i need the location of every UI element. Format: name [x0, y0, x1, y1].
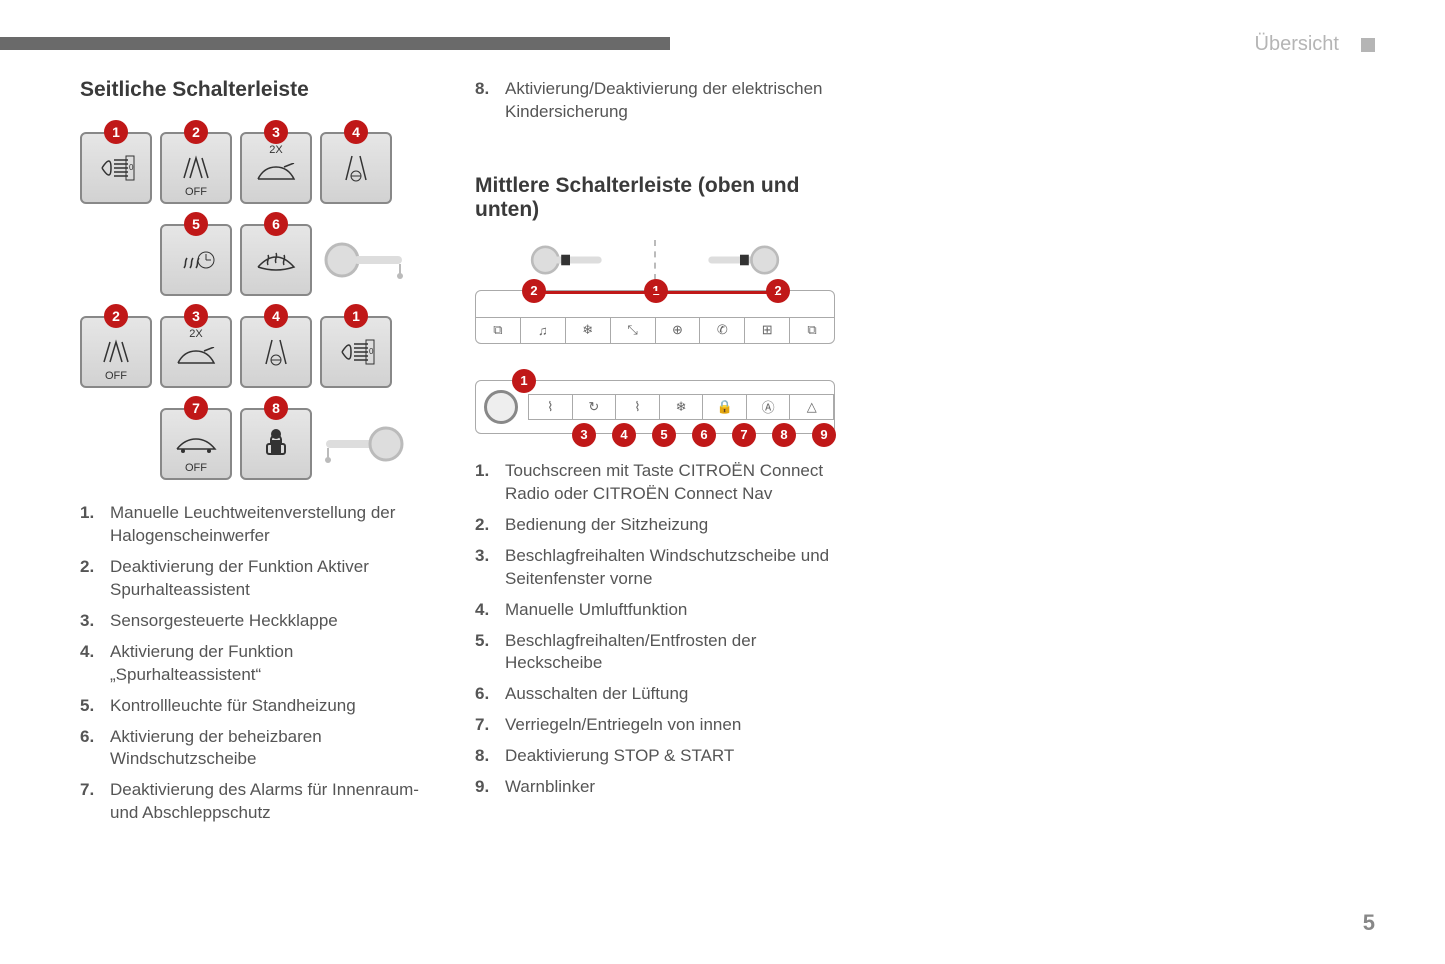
switch-alarm-off: 7 OFF	[160, 408, 232, 480]
left-title: Seitliche Schalterleiste	[80, 78, 450, 102]
bot-cell: △	[790, 395, 833, 419]
bot-cell: ↻	[573, 395, 617, 419]
switch-headlamp-mirror: 1 0	[320, 316, 392, 388]
switch-lane-assist-off-mirror: 2 OFF	[80, 316, 152, 388]
touch-cell: ❄	[566, 318, 611, 343]
list-item: 5.Beschlagfreihalten/Entfrosten der Heck…	[475, 630, 845, 676]
touch-cell: ⊞	[745, 318, 790, 343]
badge: 1	[512, 369, 536, 393]
touch-cell: ⧉	[476, 318, 521, 343]
lower-control-bar: 1 ⌇ ↻ ⌇ ❄ 🔒 Ⓐ △ 3 4 5 6 7 8 9	[475, 380, 835, 434]
badge: 3	[184, 304, 208, 328]
badge: 8	[264, 396, 288, 420]
touch-cell: ⧉	[790, 318, 834, 343]
badge: 4	[344, 120, 368, 144]
bot-cell: Ⓐ	[747, 395, 791, 419]
switch-tailgate-mirror: 3 2X	[160, 316, 232, 388]
list-item: 2.Deaktivierung der Funktion Aktiver Spu…	[80, 556, 450, 602]
badge: 5	[184, 212, 208, 236]
switch-child-lock: 8	[240, 408, 312, 480]
badge: 4	[264, 304, 288, 328]
list-item: 4.Manuelle Umluftfunktion	[475, 599, 845, 622]
list-item: 6.Aktivierung der beheizbaren Windschutz…	[80, 726, 450, 772]
list-item: 1.Manuelle Leuchtweitenverstellung der H…	[80, 502, 450, 548]
page-number: 5	[1363, 910, 1375, 936]
steering-right-icon	[696, 240, 784, 280]
right-cont-list: 8.Aktivierung/Deaktivierung der elektris…	[475, 78, 845, 124]
switch-lane-assist-off: 2 OFF	[160, 132, 232, 204]
list-item: 6.Ausschalten der Lüftung	[475, 683, 845, 706]
badge: 6	[692, 423, 716, 447]
list-item: 1.Touchscreen mit Taste CITROËN Connect …	[475, 460, 845, 506]
steering-wheel-right-icon	[320, 424, 408, 464]
touch-cell: ♫	[521, 318, 566, 343]
svg-text:0: 0	[129, 163, 134, 172]
badge: 3	[572, 423, 596, 447]
list-item: 7.Deaktivierung des Alarms für Innenraum…	[80, 779, 450, 825]
switch-preheat-indicator: 5	[160, 224, 232, 296]
header-marker-icon	[1361, 38, 1375, 52]
bot-cell: 🔒	[703, 395, 747, 419]
badge: 1	[104, 120, 128, 144]
touch-cell: ⊕	[656, 318, 701, 343]
badge: 7	[732, 423, 756, 447]
left-list: 1.Manuelle Leuchtweitenverstellung der H…	[80, 502, 450, 825]
touchscreen-bar: 2 1 2 ⧉ ♫ ❄ ⤡ ⊕ ✆ ⊞ ⧉	[475, 290, 835, 344]
badge: 2	[184, 120, 208, 144]
badge: 3	[264, 120, 288, 144]
switch-headlamp-level: 1 0	[80, 132, 152, 204]
bot-cell: ❄	[660, 395, 704, 419]
steering-wheel-left-icon	[320, 240, 408, 280]
right-title: Mittlere Schalterleiste (oben und unten)	[475, 174, 845, 222]
side-switch-diagram: 1 0 2 OFF 3 2X 4	[80, 120, 450, 480]
touch-cell: ⤡	[611, 318, 656, 343]
volume-knob-icon	[484, 390, 518, 424]
header: Übersicht	[1255, 33, 1375, 56]
badge: 1	[344, 304, 368, 328]
switch-heated-windscreen: 6	[240, 224, 312, 296]
badge: 9	[812, 423, 836, 447]
list-item: 3.Sensorgesteuerte Heckklappe	[80, 610, 450, 633]
badge: 5	[652, 423, 676, 447]
section-label: Übersicht	[1255, 33, 1339, 56]
steering-left-icon	[526, 240, 614, 280]
list-item: 8.Aktivierung/Deaktivierung der elektris…	[475, 78, 845, 124]
right-list: 1.Touchscreen mit Taste CITROËN Connect …	[475, 460, 845, 799]
touch-cell: ✆	[700, 318, 745, 343]
bot-cell: ⌇	[529, 395, 573, 419]
list-item: 4.Aktivierung der Funktion „Spurhalteass…	[80, 641, 450, 687]
badge: 2	[104, 304, 128, 328]
switch-lane-keep-mirror: 4	[240, 316, 312, 388]
bot-cell: ⌇	[616, 395, 660, 419]
switch-lane-keep-on: 4	[320, 132, 392, 204]
center-panel-diagram: 2 1 2 ⧉ ♫ ❄ ⤡ ⊕ ✆ ⊞ ⧉ 1 ⌇ ↻ ⌇ ❄	[475, 240, 835, 434]
badge: 6	[264, 212, 288, 236]
svg-text:0: 0	[369, 347, 374, 356]
switch-tailgate-sensor: 3 2X	[240, 132, 312, 204]
badge: 7	[184, 396, 208, 420]
list-item: 5.Kontrollleuchte für Standheizung	[80, 695, 450, 718]
list-item: 9.Warnblinker	[475, 776, 845, 799]
list-item: 7.Verriegeln/Entriegeln von innen	[475, 714, 845, 737]
list-item: 8.Deaktivierung STOP & START	[475, 745, 845, 768]
badge: 8	[772, 423, 796, 447]
topbar	[0, 37, 670, 50]
list-item: 3.Beschlagfreihalten Windschutzscheibe u…	[475, 545, 845, 591]
list-item: 2.Bedienung der Sitzheizung	[475, 514, 845, 537]
badge: 4	[612, 423, 636, 447]
